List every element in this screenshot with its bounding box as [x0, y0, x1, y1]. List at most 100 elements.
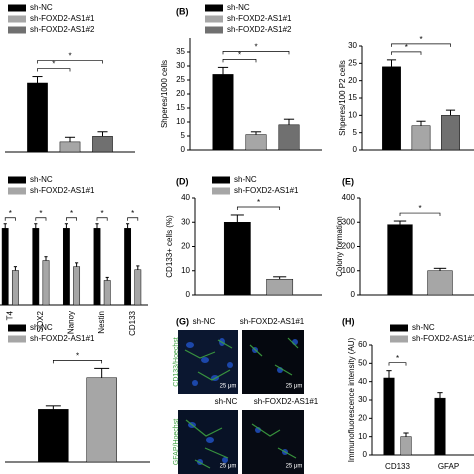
- y-tick-label: 25: [348, 58, 357, 67]
- scale-bar-label: 25 μm: [286, 384, 303, 390]
- legend-label: sh-FOXD2-AS1#1: [30, 186, 95, 195]
- significance-bracket: [96, 217, 108, 221]
- panel: (H) Immunofluorescence intensity (AU) 0 10 2…: [342, 316, 474, 471]
- legend-swatch: [212, 176, 230, 184]
- legend-label: sh-NC: [234, 175, 257, 184]
- column-label: sh-FOXD2-AS1#1: [254, 397, 319, 406]
- legend-label: sh-FOXD2-AS1#1: [234, 186, 299, 195]
- legend-swatch: [212, 187, 230, 195]
- bar: [245, 134, 267, 151]
- significance-label: *: [70, 209, 73, 218]
- scale-bar-label: 25 μm: [286, 464, 303, 470]
- y-tick-label: 10: [181, 266, 190, 275]
- panel: Shperes/100 P2 cells 0 5 10 15 20 25 30 * *: [338, 35, 474, 154]
- y-tick-label: 300: [342, 217, 356, 226]
- panel: (E) Colony formation 0 100 200 300 400 *: [335, 176, 474, 299]
- y-tick-label: 40: [181, 193, 190, 202]
- panel-g: (G) sh-NC sh-FOXD2-AS1#1 sh-NC sh-FOXD2-…: [173, 316, 319, 474]
- significance-label: *: [68, 52, 71, 61]
- y-axis-label: CD133+ cells (%): [165, 215, 174, 278]
- x-tick-label: Nanoy: [67, 311, 76, 334]
- significance-label: *: [254, 43, 257, 52]
- legend-swatch: [390, 324, 408, 332]
- stain: [184, 337, 299, 469]
- y-tick-label: 50: [358, 358, 367, 367]
- y-tick-label: 0: [353, 145, 358, 154]
- x-tick-label: GFAP: [438, 462, 459, 471]
- bar: [27, 82, 48, 153]
- scale-bar-label: 25 μm: [220, 464, 237, 470]
- y-tick-label: 30: [358, 395, 367, 404]
- x-tick-label: T4: [5, 310, 14, 320]
- legend-label: sh-NC: [412, 323, 435, 332]
- panel: (D) CD133+ cells (%) 0 10 20 30 40 sh-NC sh-FOXD…: [165, 175, 322, 299]
- significance-bracket: [127, 217, 139, 221]
- bar: [93, 228, 101, 306]
- panel: T4 SOX2 Nanoy Nestin CD133 sh-NC sh-FOXD2-AS1#…: [0, 175, 148, 336]
- x-tick-label: CD133: [385, 462, 410, 471]
- bar: [212, 74, 234, 151]
- legend-swatch: [205, 15, 223, 23]
- significance-bracket: [222, 51, 290, 55]
- y-tick-label: 40: [358, 377, 367, 386]
- y-tick-label: 10: [358, 432, 367, 441]
- significance-label: *: [39, 209, 42, 218]
- y-tick-label: 60: [358, 340, 367, 349]
- legend-swatch: [8, 26, 26, 34]
- y-axis-label: Shperes/1000 cells: [160, 60, 169, 128]
- panel: sh-NC sh-FOXD2-AS1#1 *: [5, 323, 150, 463]
- significance-label: *: [257, 198, 260, 207]
- x-tick-label: CD133: [128, 310, 137, 335]
- legend-swatch: [390, 335, 408, 343]
- legend-swatch: [8, 335, 26, 343]
- y-tick-label: 10: [348, 110, 357, 119]
- y-tick-label: 0: [363, 450, 368, 459]
- bar: [32, 228, 40, 306]
- y-tick-label: 20: [176, 89, 185, 98]
- bar: [266, 278, 294, 296]
- significance-label: *: [238, 51, 241, 60]
- significance-label: *: [396, 354, 399, 363]
- y-tick-label: 10: [176, 117, 185, 126]
- bar: [427, 270, 453, 296]
- panel-label: (B): [176, 6, 189, 16]
- column-label: sh-FOXD2-AS1#1: [240, 317, 305, 326]
- x-tick-label: SOX2: [36, 310, 45, 332]
- legend-label: sh-FOXD2-AS1#1: [30, 14, 95, 23]
- significance-label: *: [419, 35, 422, 44]
- legend-swatch: [8, 324, 26, 332]
- significance-label: *: [9, 209, 12, 218]
- scale-bar-label: 25 μm: [220, 384, 237, 390]
- legend-label: sh-FOXD2-AS1#1: [412, 334, 474, 343]
- legend-label: sh-NC: [30, 323, 53, 332]
- legend-swatch: [8, 4, 26, 12]
- y-tick-label: 30: [181, 217, 190, 226]
- panel-label: (G): [176, 316, 189, 326]
- y-axis-label: Immunofluorescence intensity (AU): [347, 337, 356, 462]
- bar: [382, 66, 401, 151]
- significance-bracket: [52, 360, 103, 364]
- y-axis-label: Shperes/100 P2 cells: [338, 60, 347, 136]
- legend-label: sh-NC: [30, 175, 53, 184]
- bar: [73, 266, 81, 306]
- y-tick-label: 30: [348, 41, 357, 50]
- legend-swatch: [205, 26, 223, 34]
- legend-label: sh-FOXD2-AS1#1: [30, 334, 95, 343]
- bar: [92, 136, 113, 153]
- micrograph: [178, 330, 238, 394]
- y-tick-label: 5: [353, 128, 358, 137]
- legend-swatch: [8, 176, 26, 184]
- x-tick-label: Nestin: [97, 311, 106, 334]
- significance-bracket: [4, 217, 16, 221]
- y-tick-label: 200: [342, 242, 356, 251]
- significance-label: *: [76, 352, 79, 361]
- y-tick-label: 35: [176, 47, 185, 56]
- bar: [441, 115, 460, 151]
- bar: [383, 377, 395, 456]
- significance-bracket: [37, 60, 103, 64]
- bar: [124, 228, 132, 306]
- y-tick-label: 15: [176, 103, 185, 112]
- bar: [59, 141, 81, 153]
- bar: [1, 228, 9, 306]
